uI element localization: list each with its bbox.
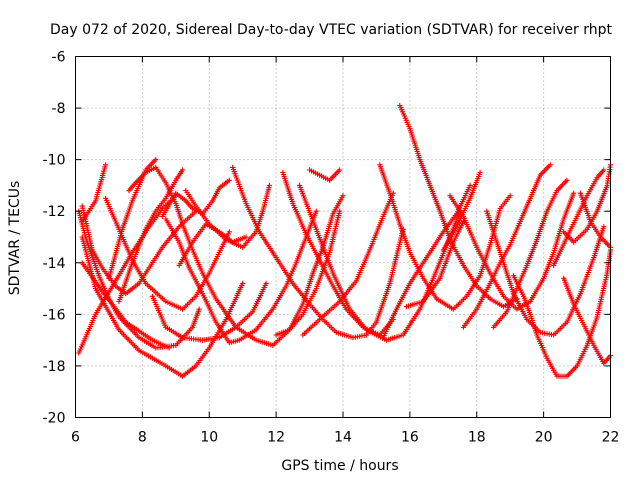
data-point [266, 182, 272, 188]
data-point [240, 280, 246, 286]
data-point [263, 280, 269, 286]
x-tick-label: 8 [138, 430, 147, 446]
series-arc-06 [79, 234, 246, 379]
series-arc-09 [116, 167, 186, 305]
y-tick-label: -18 [43, 359, 66, 375]
data-point [571, 190, 577, 196]
data-point [313, 208, 319, 214]
series-arc-10 [126, 164, 346, 348]
x-axis-label: GPS time / hours [281, 458, 398, 474]
series-arc-31 [510, 247, 614, 379]
data-point [226, 229, 232, 235]
series-arc-32 [561, 275, 614, 366]
series-arc-28 [484, 208, 607, 338]
ticks-layer: 6 8 10 12 14 16 18 20 22 -6 -8 -10 -12 -14 -16 -18 -20 [43, 50, 620, 446]
data-point [601, 224, 607, 230]
series-arc-22 [377, 162, 513, 312]
series-arc-08 [106, 157, 159, 281]
data-point [103, 162, 109, 168]
series-arc-19 [273, 208, 343, 338]
data-point [196, 306, 202, 312]
series-arc-16 [230, 164, 406, 341]
data-point [340, 193, 346, 199]
x-tick-label: 12 [267, 430, 285, 446]
y-tick-label: -16 [43, 307, 66, 323]
y-tick-label: -14 [43, 256, 66, 272]
series-arc-21 [307, 167, 343, 183]
chart-title: Day 072 of 2020, Sidereal Day-to-day VTE… [50, 22, 612, 38]
x-tick-label: 20 [535, 430, 553, 446]
x-tick-label: 10 [200, 430, 218, 446]
marks-layer [76, 102, 614, 379]
series-arc-30 [490, 177, 570, 330]
series-arc-11 [149, 280, 269, 343]
series-arc-26 [403, 218, 466, 310]
series-arc-29 [460, 162, 553, 330]
data-point [547, 162, 553, 168]
y-tick-label: -12 [43, 204, 66, 220]
series-arc-05 [76, 208, 202, 351]
x-tick-label: 16 [401, 430, 419, 446]
series-arc-25 [440, 169, 483, 253]
data-point [601, 167, 607, 173]
y-tick-label: -20 [43, 411, 66, 427]
series-arc-27 [447, 190, 577, 312]
data-point [153, 157, 159, 163]
y-tick-label: -10 [43, 153, 66, 169]
y-tick-label: -6 [52, 50, 66, 66]
data-point [273, 332, 279, 338]
series-arc-34 [551, 167, 607, 268]
x-tick-label: 14 [334, 430, 352, 446]
x-tick-label: 18 [468, 430, 486, 446]
y-tick-label: -8 [52, 101, 66, 117]
series-arc-15 [176, 221, 249, 268]
series-arc-13 [163, 208, 319, 346]
series-arc-12 [159, 177, 232, 219]
data-point [467, 182, 473, 188]
data-point [243, 234, 249, 240]
data-point [226, 177, 232, 183]
data-point [507, 193, 513, 199]
series-arc-35 [577, 190, 614, 250]
series-arc-20 [300, 190, 396, 338]
series-arc-01 [76, 193, 179, 356]
x-tick-label: 22 [602, 430, 620, 446]
series-arc-24 [380, 182, 473, 341]
y-axis-label: SDTVAR / TECUs [7, 181, 23, 296]
data-point [179, 167, 186, 173]
data-point [564, 177, 570, 183]
x-tick-label: 6 [71, 430, 80, 446]
data-point [477, 169, 483, 176]
data-point [337, 167, 343, 173]
series-arc-14 [183, 182, 272, 250]
grid-layer [75, 56, 611, 418]
